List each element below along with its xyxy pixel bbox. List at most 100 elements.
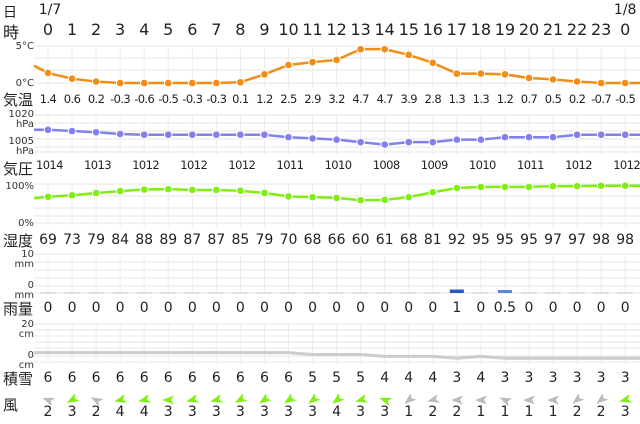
- snow-value: 6: [284, 370, 293, 386]
- hour-label: 10: [278, 20, 299, 39]
- temperature-value: -0.6: [134, 92, 155, 106]
- temperature-value: -0.3: [110, 92, 131, 106]
- wind-direction-arrow-icon: [427, 394, 440, 403]
- snow-value: 3: [524, 370, 534, 386]
- temperature-value: 3.2: [328, 92, 345, 106]
- humidity-value: 79: [87, 232, 105, 248]
- snow-value: 6: [43, 370, 53, 386]
- hour-label: 12: [326, 20, 347, 39]
- temperature-value: 3.9: [400, 92, 418, 106]
- rain-value: 0: [356, 300, 366, 316]
- hour-label: 7: [211, 20, 222, 39]
- snow-value: 3: [620, 370, 630, 386]
- humidity-value: 60: [351, 232, 370, 248]
- rain-value: 0.5: [493, 300, 517, 316]
- temperature-value: 2.5: [280, 92, 297, 106]
- rain-axis-bottom-unit: mm: [14, 290, 34, 301]
- wind-speed-value: 3: [308, 404, 317, 420]
- snow-value: 3: [572, 370, 582, 386]
- wind-speed-value: 3: [235, 404, 245, 420]
- wind-speed-value: 3: [259, 404, 269, 420]
- rain-value: 0: [187, 300, 197, 316]
- temperature-value: 0.5: [544, 92, 562, 106]
- snow-value: 5: [356, 370, 366, 386]
- humidity-axis-bottom: 0%: [18, 218, 34, 229]
- hour-label: 13: [350, 20, 371, 39]
- wind-direction-arrow-icon: [259, 394, 272, 404]
- snow-axis-bottom: 0 cm: [0, 351, 34, 371]
- temperature-value: 1.2: [256, 92, 273, 106]
- temperature-value: 4.7: [352, 92, 369, 106]
- hour-label: 3: [115, 20, 126, 39]
- wind-speed-value: 2: [572, 404, 582, 420]
- wind-label: 風: [3, 396, 19, 414]
- wind-speed-value: 1: [404, 404, 414, 420]
- snow-axis-top: 20 cm: [0, 320, 34, 340]
- temperature-value: -0.3: [206, 92, 227, 106]
- hour-label: 22: [566, 20, 588, 39]
- rain-value: 0: [91, 300, 101, 316]
- humidity-value: 98: [592, 232, 611, 248]
- rain-value: 0: [428, 300, 438, 316]
- wind-direction-arrow-icon: [162, 395, 175, 405]
- hour-label: 14: [374, 20, 395, 39]
- rain-value: 0: [115, 300, 125, 316]
- rain-axis-top-value: 10: [21, 249, 34, 260]
- humidity-value: 66: [327, 232, 346, 248]
- temperature-value: 4.7: [376, 92, 393, 106]
- pressure-value: 1012: [228, 158, 256, 172]
- rain-value: 0: [620, 300, 630, 316]
- rain-axis-bottom-value: 0: [27, 280, 34, 291]
- wind-speed-value: 3: [187, 404, 197, 420]
- rain-value: 0: [308, 300, 317, 316]
- wind-direction-arrow-icon: [523, 395, 535, 405]
- wind-speed-value: 3: [284, 404, 293, 420]
- humidity-value: 89: [159, 232, 178, 248]
- hour-label: 21: [542, 20, 564, 39]
- snow-value: 3: [452, 370, 462, 386]
- temperature-value: -0.3: [182, 92, 203, 106]
- wind-direction-arrow-icon: [572, 394, 585, 404]
- wind-speed-value: 2: [91, 404, 101, 420]
- temperature-value: 1.2: [496, 92, 514, 106]
- snow-value: 5: [308, 370, 317, 386]
- hour-label: 0: [620, 20, 631, 39]
- wind-direction-arrow-icon: [42, 397, 56, 406]
- temperature-value: 0.1: [232, 92, 249, 106]
- hour-label: 11: [302, 20, 323, 39]
- pressure-value: 1012: [180, 158, 208, 172]
- snow-value: 4: [380, 370, 390, 386]
- hour-label: 15: [398, 20, 419, 39]
- temperature-value: 1.4: [39, 92, 57, 106]
- wind-direction-arrow-icon: [283, 394, 296, 404]
- pressure-value: 1012: [132, 158, 160, 172]
- wind-direction-arrow-icon: [354, 394, 368, 403]
- rain-value: 0: [476, 300, 486, 316]
- rain-value: 0: [380, 300, 390, 316]
- hour-label: 18: [470, 20, 492, 39]
- snow-value: 5: [332, 370, 342, 386]
- rain-value: 0: [67, 300, 77, 316]
- temperature-label: 気温: [3, 91, 34, 109]
- humidity-value: 68: [303, 232, 322, 248]
- pressure-value: 1013: [84, 158, 111, 172]
- temp-axis-bottom: 0°C: [15, 78, 34, 89]
- hour-label: 1: [66, 20, 78, 39]
- rain-axis-top-unit: mm: [14, 259, 34, 270]
- hour-label: 17: [446, 20, 468, 39]
- rain-value: 0: [548, 300, 558, 316]
- pressure-label: 気圧: [3, 160, 34, 178]
- pressure-value: 1008: [372, 158, 400, 172]
- temperature-value: 0.7: [520, 92, 538, 106]
- snow-value: 4: [428, 370, 438, 386]
- rain-value: 0: [596, 300, 606, 316]
- snow-value: 3: [500, 370, 510, 386]
- humidity-value: 70: [279, 232, 298, 248]
- temp-axis-top: 5°C: [15, 41, 34, 52]
- hour-label: 2: [91, 20, 102, 39]
- rain-value: 0: [163, 300, 173, 316]
- pressure-value: 1009: [420, 158, 448, 172]
- snow-value: 6: [139, 370, 149, 386]
- humidity-value: 73: [63, 232, 81, 248]
- wind-direction-arrow-icon: [596, 394, 609, 404]
